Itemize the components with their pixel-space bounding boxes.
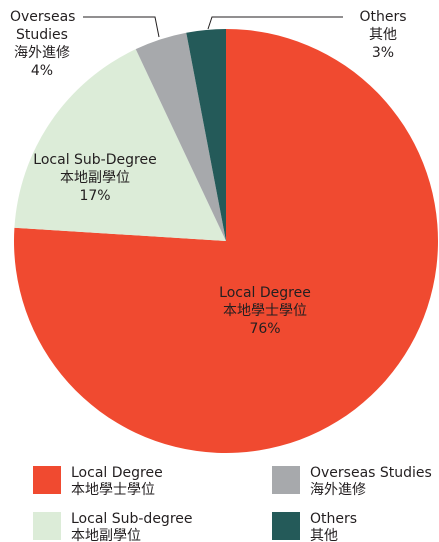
legend-label: 本地副學位 <box>71 528 141 542</box>
legend-swatch <box>33 512 61 540</box>
legend-label: Local Degree <box>71 465 163 481</box>
legend-label: 本地學士學位 <box>71 482 155 498</box>
slice-label: Others <box>359 9 406 25</box>
callout-line <box>207 16 343 30</box>
legend-label: 海外進修 <box>310 482 366 498</box>
pie-slice <box>186 29 226 241</box>
slice-label: 海外進修 <box>14 45 70 61</box>
slice-value-label: 17% <box>79 188 110 204</box>
slice-label: Local Degree <box>219 285 311 301</box>
legend-label: Local Sub-degree <box>71 511 193 527</box>
slice-label: Overseas <box>10 9 75 25</box>
legend-label: Overseas Studies <box>310 465 432 481</box>
legend-swatch <box>272 512 300 540</box>
slice-value-label: 76% <box>249 321 280 337</box>
slice-label: 其他 <box>369 27 397 43</box>
slice-label: Local Sub-Degree <box>33 152 156 168</box>
legend-swatch <box>272 466 300 494</box>
legend-label: Others <box>310 511 357 527</box>
slice-label: 本地學士學位 <box>223 303 307 319</box>
slice-label: Studies <box>16 27 68 43</box>
callout-line <box>83 16 160 38</box>
legend-label: 其他 <box>310 528 338 542</box>
pie-slice <box>135 32 226 242</box>
pie-slice <box>14 49 226 241</box>
slice-value-label: 3% <box>372 45 394 61</box>
slice-label: 本地副學位 <box>60 170 130 186</box>
legend-swatch <box>33 466 61 494</box>
slice-value-label: 4% <box>31 63 53 79</box>
pie-slice <box>14 29 439 453</box>
